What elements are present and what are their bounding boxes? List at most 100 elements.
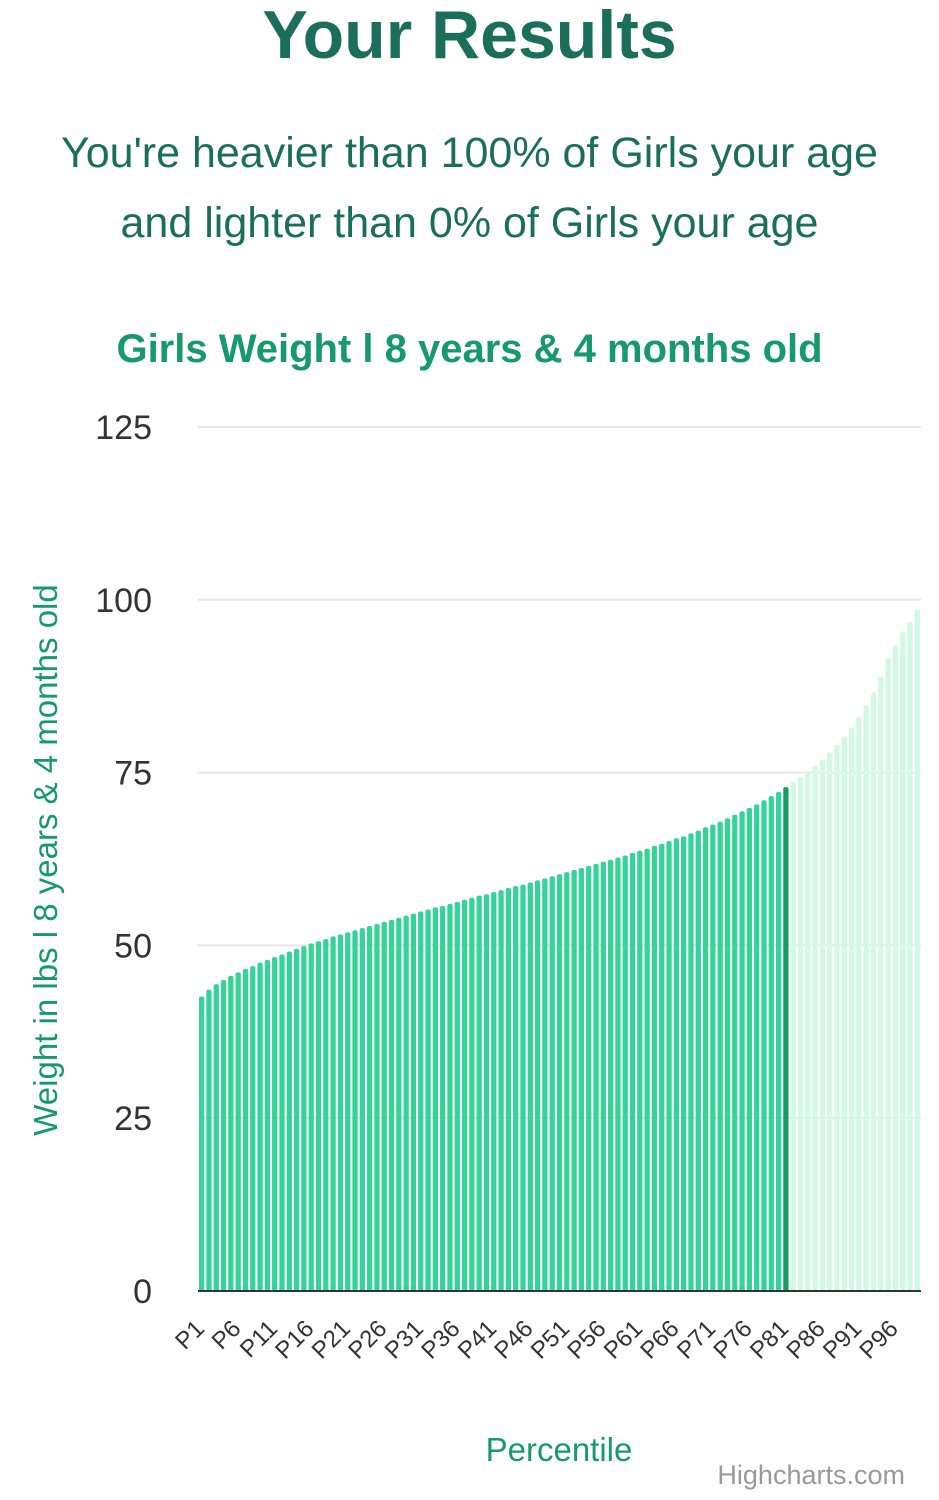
bar-P95[interactable] <box>885 657 891 1291</box>
bar-P42[interactable] <box>498 890 504 1291</box>
bar-P25[interactable] <box>374 923 380 1291</box>
bar-P73[interactable] <box>724 818 731 1291</box>
bar-P49[interactable] <box>549 876 555 1291</box>
bar-P85[interactable] <box>812 765 818 1291</box>
bar-P11[interactable] <box>272 957 278 1291</box>
bar-P75[interactable] <box>739 811 745 1291</box>
bar-P54[interactable] <box>586 865 592 1291</box>
bar-P23[interactable] <box>359 928 365 1291</box>
bar-P5[interactable] <box>228 975 234 1291</box>
bar-P88[interactable] <box>834 744 840 1291</box>
bar-P31[interactable] <box>418 911 424 1291</box>
bar-P39[interactable] <box>476 895 482 1291</box>
bar-P4[interactable] <box>220 979 227 1291</box>
bar-P15[interactable] <box>301 946 307 1291</box>
bar-P90[interactable] <box>848 727 855 1291</box>
bar-P10[interactable] <box>264 959 271 1291</box>
bar-P14[interactable] <box>293 948 300 1291</box>
bar-P32[interactable] <box>425 909 431 1291</box>
bar-P84[interactable] <box>805 771 811 1291</box>
bar-P96[interactable] <box>892 645 899 1291</box>
bar-P99[interactable] <box>914 609 920 1291</box>
bar-P55[interactable] <box>593 863 599 1291</box>
highcharts-credit-link[interactable]: Highcharts.com <box>717 1460 905 1490</box>
bar-P35[interactable] <box>447 903 453 1291</box>
bar-P61[interactable] <box>637 850 643 1291</box>
bar-P2[interactable] <box>206 989 212 1291</box>
bar-P28[interactable] <box>396 917 402 1291</box>
bar-P48[interactable] <box>542 878 548 1291</box>
bar-P58[interactable] <box>615 857 621 1291</box>
bar-P3[interactable] <box>213 984 219 1291</box>
bar-P66[interactable] <box>673 838 679 1291</box>
bar-P6[interactable] <box>235 972 241 1291</box>
bar-P27[interactable] <box>388 919 395 1291</box>
bar-P53[interactable] <box>578 867 585 1291</box>
bar-P52[interactable] <box>571 870 577 1291</box>
bar-P50[interactable] <box>556 874 563 1291</box>
bar-P41[interactable] <box>491 892 497 1291</box>
bar-P38[interactable] <box>469 897 475 1291</box>
bar-P1[interactable] <box>199 996 205 1291</box>
bar-P65[interactable] <box>666 841 672 1291</box>
bar-P64[interactable] <box>659 843 665 1291</box>
bar-P12[interactable] <box>279 954 285 1291</box>
bar-P59[interactable] <box>622 855 628 1291</box>
bar-P72[interactable] <box>717 821 723 1291</box>
bar-P43[interactable] <box>505 888 512 1291</box>
bar-P33[interactable] <box>432 907 438 1291</box>
bar-P57[interactable] <box>607 859 614 1291</box>
bar-P87[interactable] <box>827 752 833 1291</box>
bar-P18[interactable] <box>323 939 329 1291</box>
bar-P34[interactable] <box>440 906 446 1291</box>
bar-P79[interactable] <box>768 796 774 1291</box>
bar-P86[interactable] <box>819 759 826 1291</box>
bar-P98[interactable] <box>907 621 913 1291</box>
bar-P45[interactable] <box>520 884 526 1291</box>
bar-P22[interactable] <box>352 930 358 1291</box>
bar-P93[interactable] <box>870 692 877 1291</box>
bar-P30[interactable] <box>410 913 417 1291</box>
bar-P60[interactable] <box>629 852 636 1291</box>
bar-P78[interactable] <box>761 800 767 1291</box>
bar-P37[interactable] <box>461 899 468 1291</box>
bar-P36[interactable] <box>454 901 460 1291</box>
bar-P29[interactable] <box>403 915 409 1291</box>
bar-P77[interactable] <box>754 804 760 1291</box>
bar-P89[interactable] <box>841 736 847 1291</box>
bar-P21[interactable] <box>345 932 351 1291</box>
bar-P91[interactable] <box>856 717 862 1291</box>
bar-P97[interactable] <box>900 632 906 1291</box>
bar-P8[interactable] <box>250 966 256 1291</box>
bar-P94[interactable] <box>878 676 884 1291</box>
bar-P63[interactable] <box>651 845 658 1291</box>
bar-P83[interactable] <box>797 776 804 1291</box>
bar-P56[interactable] <box>600 861 606 1291</box>
bar-P9[interactable] <box>257 962 263 1291</box>
bar-P47[interactable] <box>534 880 541 1291</box>
bar-P68[interactable] <box>688 833 694 1291</box>
bar-P80[interactable] <box>775 791 782 1291</box>
bar-P7[interactable] <box>242 968 249 1291</box>
bar-P69[interactable] <box>695 830 701 1291</box>
bar-P81[interactable] <box>783 787 789 1291</box>
bar-P82[interactable] <box>790 782 796 1291</box>
bar-P20[interactable] <box>337 934 344 1291</box>
bar-P51[interactable] <box>564 872 570 1291</box>
bar-P13[interactable] <box>286 951 292 1291</box>
bar-P40[interactable] <box>483 894 490 1291</box>
bar-P26[interactable] <box>381 921 387 1291</box>
bar-P71[interactable] <box>710 824 716 1291</box>
bar-P92[interactable] <box>863 705 869 1291</box>
bar-P19[interactable] <box>330 936 336 1291</box>
bar-P70[interactable] <box>702 827 709 1291</box>
bar-P67[interactable] <box>681 836 687 1291</box>
bar-P44[interactable] <box>513 885 519 1291</box>
bar-P76[interactable] <box>746 807 753 1291</box>
bar-P16[interactable] <box>308 943 314 1291</box>
bar-P74[interactable] <box>732 814 738 1291</box>
bar-P46[interactable] <box>527 882 533 1292</box>
bar-P62[interactable] <box>644 848 650 1291</box>
bar-P24[interactable] <box>366 926 373 1291</box>
bar-P17[interactable] <box>315 941 322 1291</box>
